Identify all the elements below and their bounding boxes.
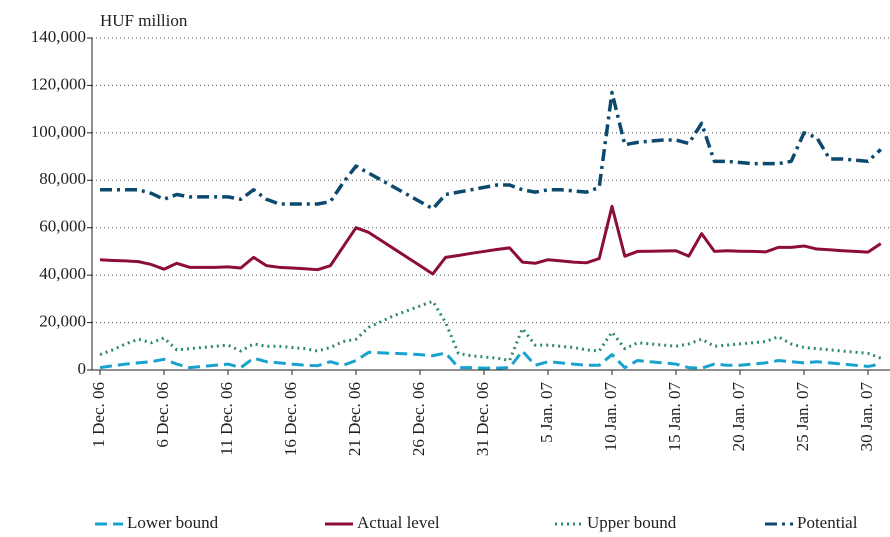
x-tick-label: 10 Jan. 07	[601, 382, 620, 452]
legend-label: Actual level	[357, 513, 440, 532]
x-tick-label: 11 Dec. 06	[217, 382, 236, 456]
y-tick-label: 20,000	[39, 311, 86, 330]
y-tick-label: 60,000	[39, 217, 86, 236]
x-tick-label: 6 Dec. 06	[153, 382, 172, 448]
y-tick-label: 0	[78, 359, 87, 378]
series-line	[99, 349, 882, 370]
x-tick-label: 1 Dec. 06	[89, 382, 108, 448]
y-tick-label: 40,000	[39, 264, 86, 283]
x-tick-label: 16 Dec. 06	[281, 382, 300, 456]
legend-label: Potential	[797, 513, 858, 532]
y-tick-label: 140,000	[31, 27, 86, 46]
x-tick-label: 26 Dec. 06	[409, 382, 428, 456]
x-tick-label: 15 Jan. 07	[665, 382, 684, 452]
y-tick-label: 80,000	[39, 169, 86, 188]
x-tick-label: 31 Dec. 06	[473, 382, 492, 456]
series-line	[100, 90, 882, 211]
y-tick-label: 100,000	[31, 122, 86, 141]
x-tick-label: 25 Jan. 07	[793, 382, 812, 452]
legend-label: Lower bound	[127, 513, 219, 532]
series-line	[99, 204, 882, 276]
x-tick-label: 30 Jan. 07	[857, 382, 876, 452]
y-tick-label: 120,000	[31, 74, 86, 93]
legend-label: Upper bound	[587, 513, 677, 532]
y-axis-label: HUF million	[100, 11, 188, 30]
x-tick-label: 21 Dec. 06	[345, 382, 364, 456]
x-tick-label: 20 Jan. 07	[729, 382, 748, 452]
x-tick-label: 5 Jan. 07	[537, 382, 556, 443]
series-line	[99, 299, 882, 363]
